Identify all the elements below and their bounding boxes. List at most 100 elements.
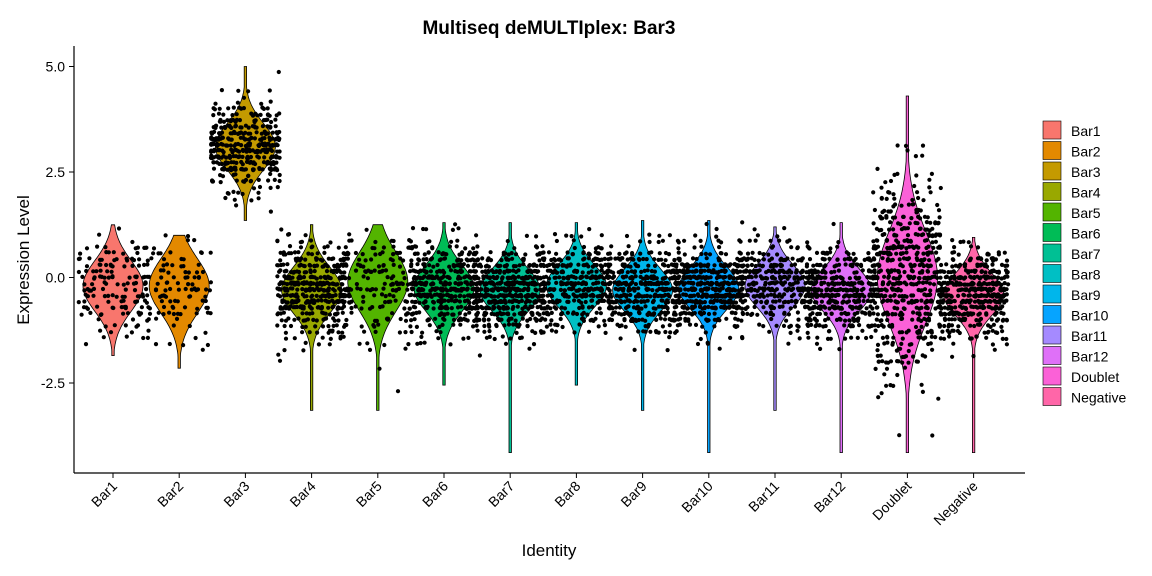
point-bar12 <box>819 299 825 304</box>
point-bar7 <box>482 323 487 329</box>
point-bar8 <box>596 324 601 329</box>
point-doublet <box>885 317 890 323</box>
point-bar3 <box>253 118 258 123</box>
point-bar6 <box>475 244 480 249</box>
point-bar5 <box>347 294 352 299</box>
point-negative <box>956 293 961 298</box>
point-bar7 <box>497 270 502 275</box>
point-bar10 <box>691 286 696 291</box>
point-bar4 <box>282 269 287 274</box>
point-bar9 <box>619 268 625 273</box>
point-negative <box>966 240 971 245</box>
point-bar4 <box>331 304 336 309</box>
point-bar3 <box>252 124 257 129</box>
point-bar7 <box>514 288 520 293</box>
point-bar3 <box>254 149 259 154</box>
point-bar9 <box>657 233 662 238</box>
point-doublet <box>895 359 900 364</box>
point-bar3 <box>243 137 248 142</box>
point-bar10 <box>698 238 703 243</box>
point-bar6 <box>418 341 423 346</box>
point-doublet <box>878 353 883 358</box>
point-doublet <box>924 322 929 327</box>
point-bar3 <box>268 171 273 177</box>
point-bar10 <box>692 245 697 250</box>
point-bar12 <box>815 311 820 316</box>
point-bar4 <box>284 300 289 305</box>
point-doublet <box>936 220 941 225</box>
point-bar3 <box>234 178 239 183</box>
point-bar11 <box>800 288 805 293</box>
point-bar5 <box>390 282 395 287</box>
point-bar3 <box>247 160 252 165</box>
point-bar6 <box>445 311 450 316</box>
point-doublet <box>930 233 935 238</box>
point-bar11 <box>757 250 762 256</box>
point-doublet <box>935 275 940 280</box>
point-bar3 <box>269 119 274 125</box>
point-bar10 <box>688 299 693 304</box>
point-doublet <box>934 258 939 263</box>
point-bar9 <box>644 257 649 262</box>
point-bar11 <box>776 270 782 275</box>
point-bar12 <box>833 306 838 311</box>
point-bar7 <box>526 293 531 298</box>
point-bar12 <box>859 287 864 293</box>
point-bar7 <box>530 312 535 317</box>
point-bar9 <box>607 281 613 286</box>
point-bar7 <box>504 263 509 268</box>
point-bar11 <box>761 257 767 262</box>
point-bar8 <box>554 300 559 305</box>
point-doublet <box>880 216 885 221</box>
point-bar12 <box>832 287 838 293</box>
point-bar9 <box>618 299 624 304</box>
point-doublet <box>898 346 903 351</box>
point-bar1 <box>108 330 114 335</box>
point-bar4 <box>323 276 328 281</box>
point-doublet <box>933 335 938 340</box>
point-bar7 <box>474 317 479 322</box>
point-bar8 <box>560 324 565 330</box>
point-bar4 <box>319 304 324 310</box>
point-negative <box>969 311 974 316</box>
point-doublet <box>926 292 931 298</box>
point-bar10 <box>687 275 692 280</box>
point-negative <box>986 252 991 257</box>
point-bar3 <box>268 185 273 190</box>
point-negative <box>999 262 1005 267</box>
point-bar3 <box>254 130 259 135</box>
point-bar11 <box>769 292 774 297</box>
point-bar8 <box>540 281 545 287</box>
point-bar1 <box>141 335 146 341</box>
point-doublet <box>892 215 898 220</box>
point-bar6 <box>445 274 450 280</box>
point-bar9 <box>643 318 648 323</box>
point-doublet <box>884 196 889 201</box>
point-bar4 <box>277 358 283 363</box>
point-negative <box>999 324 1004 329</box>
point-bar2 <box>185 275 190 280</box>
point-bar7 <box>538 275 543 280</box>
point-bar6 <box>412 293 417 298</box>
point-doublet <box>882 250 887 255</box>
point-negative <box>991 258 996 263</box>
point-bar6 <box>465 318 470 323</box>
point-bar8 <box>583 294 588 299</box>
point-bar12 <box>846 256 851 261</box>
point-bar3 <box>267 137 273 142</box>
point-bar8 <box>571 311 576 316</box>
point-bar7 <box>496 286 501 291</box>
point-bar3 <box>269 148 275 153</box>
point-bar11 <box>740 264 745 269</box>
point-bar9 <box>610 312 615 317</box>
point-negative <box>944 262 949 267</box>
point-bar4 <box>309 294 314 299</box>
point-bar4 <box>288 293 293 298</box>
point-doublet <box>886 209 891 214</box>
point-bar9 <box>646 322 651 327</box>
point-bar4 <box>286 306 292 311</box>
point-bar9 <box>665 348 670 353</box>
point-negative <box>1000 304 1005 309</box>
point-bar2 <box>194 288 199 293</box>
point-bar8 <box>572 245 577 251</box>
